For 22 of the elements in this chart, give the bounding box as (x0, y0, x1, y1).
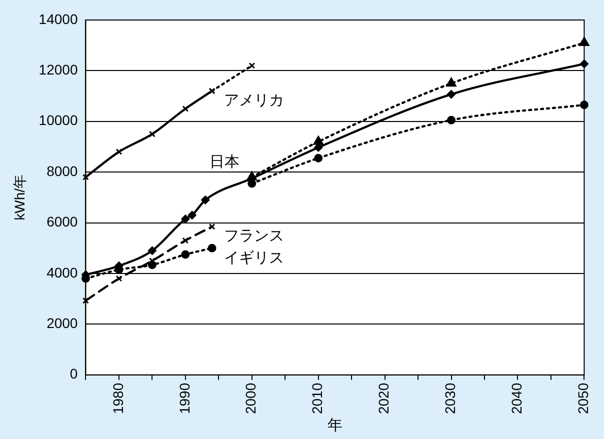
y-tick-label: 4000 (46, 264, 78, 280)
x-tick-label: 2050 (575, 382, 592, 414)
y-tick-label: 2000 (46, 315, 78, 332)
y-tick-label: 8000 (46, 162, 78, 179)
y-tick-label: 14000 (38, 10, 78, 27)
y-tick-label: 6000 (46, 214, 78, 230)
x-tick-label: 2030 (442, 382, 458, 414)
y-axis-title: kWh/年 (11, 174, 28, 220)
x-tick-label: 2000 (242, 382, 259, 414)
x-tick-label: 2020 (376, 382, 392, 414)
x-axis-title: 年 (327, 417, 342, 434)
y-tick-label: 0 (70, 366, 78, 382)
y-tick-label: 12000 (38, 62, 78, 78)
x-tick-label: 1980 (110, 382, 126, 414)
series-label: フランス (224, 228, 284, 245)
x-tick-label: 2040 (508, 382, 525, 414)
x-tick-label: 1990 (176, 382, 192, 414)
series-label: 日本 (209, 154, 240, 171)
x-tick-label: 2010 (309, 382, 326, 414)
series-label: アメリカ (224, 92, 284, 110)
series-label: イギリス (224, 249, 284, 266)
y-tick-label: 10000 (38, 112, 78, 128)
